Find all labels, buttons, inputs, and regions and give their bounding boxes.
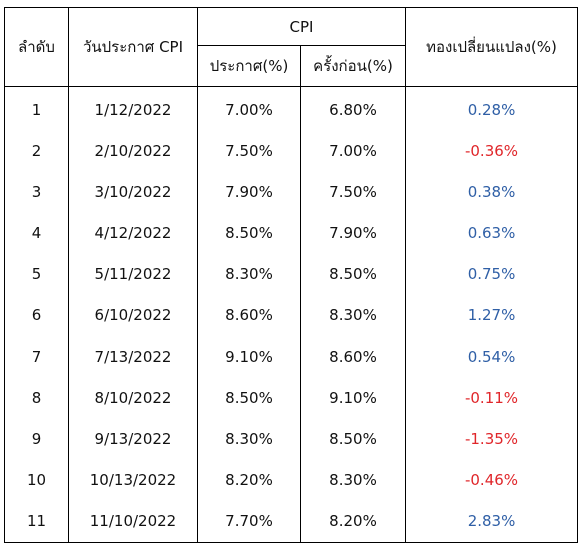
cell-rank: 6 <box>4 294 69 337</box>
cell-gold-change: -1.35% <box>405 418 579 460</box>
cell-announce-date: 11/10/2022 <box>68 500 198 543</box>
cell-cpi-announced: 7.90% <box>197 171 301 213</box>
cell-rank: 5 <box>4 253 69 295</box>
cell-rank: 1 <box>4 86 69 131</box>
header-row-top: ลำดับ วันประกาศ CPI CPI ทองเปลี่ยนแปลง(%… <box>4 7 579 87</box>
cell-rank: 11 <box>4 500 69 543</box>
cell-rank: 3 <box>4 171 69 213</box>
cell-cpi-announced: 8.50% <box>197 212 301 254</box>
cell-gold-change: 1.27% <box>405 294 579 337</box>
cell-announce-date: 8/10/2022 <box>68 377 198 419</box>
cell-announce-date: 2/10/2022 <box>68 130 198 172</box>
cpi-gold-table: ลำดับ วันประกาศ CPI CPI ทองเปลี่ยนแปลง(%… <box>4 7 579 543</box>
table-row: 8 8/10/2022 8.50% 9.10% -0.11% <box>4 377 579 419</box>
cell-announce-date: 7/13/2022 <box>68 336 198 378</box>
cell-announce-date: 6/10/2022 <box>68 294 198 337</box>
cell-gold-change: 0.63% <box>405 212 579 254</box>
header-rank: ลำดับ <box>4 7 69 87</box>
cell-cpi-previous: 8.20% <box>299 500 407 543</box>
cell-rank: 7 <box>4 336 69 378</box>
cell-gold-change: 0.54% <box>405 336 579 378</box>
cell-announce-date: 9/13/2022 <box>68 418 198 460</box>
cell-cpi-announced: 8.20% <box>197 459 301 501</box>
cell-cpi-previous: 7.90% <box>299 212 407 254</box>
cell-cpi-previous: 7.50% <box>299 171 407 213</box>
table-row: 2 2/10/2022 7.50% 7.00% -0.36% <box>4 130 579 172</box>
cell-cpi-announced: 8.60% <box>197 294 301 337</box>
header-cpi-announced: ประกาศ(%) <box>197 45 301 87</box>
cell-rank: 2 <box>4 130 69 172</box>
cell-cpi-announced: 7.70% <box>197 500 301 543</box>
cell-cpi-previous: 8.50% <box>299 418 407 460</box>
cell-announce-date: 4/12/2022 <box>68 212 198 254</box>
cell-rank: 8 <box>4 377 69 419</box>
cell-announce-date: 10/13/2022 <box>68 459 198 501</box>
cell-cpi-announced: 7.50% <box>197 130 301 172</box>
header-row-sub: ประกาศ(%) ครั้งก่อน(%) <box>5 45 578 87</box>
cell-cpi-announced: 8.50% <box>197 377 301 419</box>
cell-gold-change: 0.75% <box>405 253 579 295</box>
cell-rank: 10 <box>4 459 69 501</box>
header-announce-date: วันประกาศ CPI <box>68 7 198 87</box>
table-row: 10 10/13/2022 8.20% 8.30% -0.46% <box>4 459 579 501</box>
cell-cpi-announced: 8.30% <box>197 418 301 460</box>
cell-cpi-previous: 8.30% <box>299 294 407 337</box>
cell-cpi-previous: 6.80% <box>299 86 407 131</box>
table-row: 11 11/10/2022 7.70% 8.20% 2.83% <box>4 500 579 543</box>
cpi-gold-table-container: ลำดับ วันประกาศ CPI CPI ทองเปลี่ยนแปลง(%… <box>4 7 579 543</box>
cell-cpi-announced: 9.10% <box>197 336 301 378</box>
cell-gold-change: 0.38% <box>405 171 579 213</box>
table-row: 5 5/11/2022 8.30% 8.50% 0.75% <box>4 253 579 295</box>
cell-announce-date: 5/11/2022 <box>68 253 198 295</box>
header-gold-change: ทองเปลี่ยนแปลง(%) <box>405 7 579 87</box>
table-row: 9 9/13/2022 8.30% 8.50% -1.35% <box>4 418 579 460</box>
header-cpi-previous: ครั้งก่อน(%) <box>299 45 407 87</box>
cell-cpi-announced: 7.00% <box>197 86 301 131</box>
table-body: 1 1/12/2022 7.00% 6.80% 0.28% 2 2/10/2022 7.50%… <box>4 86 579 543</box>
cell-gold-change: 2.83% <box>405 500 579 543</box>
table-row: 6 6/10/2022 8.60% 8.30% 1.27% <box>4 294 579 337</box>
header-cpi-group: CPI <box>196 7 407 46</box>
cell-announce-date: 1/12/2022 <box>68 86 198 131</box>
cell-gold-change: -0.36% <box>405 130 579 172</box>
cell-announce-date: 3/10/2022 <box>68 171 198 213</box>
cell-cpi-previous: 8.30% <box>299 459 407 501</box>
table-row: 1 1/12/2022 7.00% 6.80% 0.28% <box>4 86 579 131</box>
cell-gold-change: -0.11% <box>405 377 579 419</box>
cell-gold-change: -0.46% <box>405 459 579 501</box>
cell-cpi-previous: 8.60% <box>299 336 407 378</box>
cell-rank: 9 <box>4 418 69 460</box>
table-row: 7 7/13/2022 9.10% 8.60% 0.54% <box>4 336 579 378</box>
cell-cpi-previous: 7.00% <box>299 130 407 172</box>
cell-cpi-previous: 9.10% <box>299 377 407 419</box>
cell-rank: 4 <box>4 212 69 254</box>
table-row: 3 3/10/2022 7.90% 7.50% 0.38% <box>4 171 579 213</box>
cell-cpi-announced: 8.30% <box>197 253 301 295</box>
cell-gold-change: 0.28% <box>405 86 579 131</box>
table-row: 4 4/12/2022 8.50% 7.90% 0.63% <box>4 212 579 254</box>
cell-cpi-previous: 8.50% <box>299 253 407 295</box>
